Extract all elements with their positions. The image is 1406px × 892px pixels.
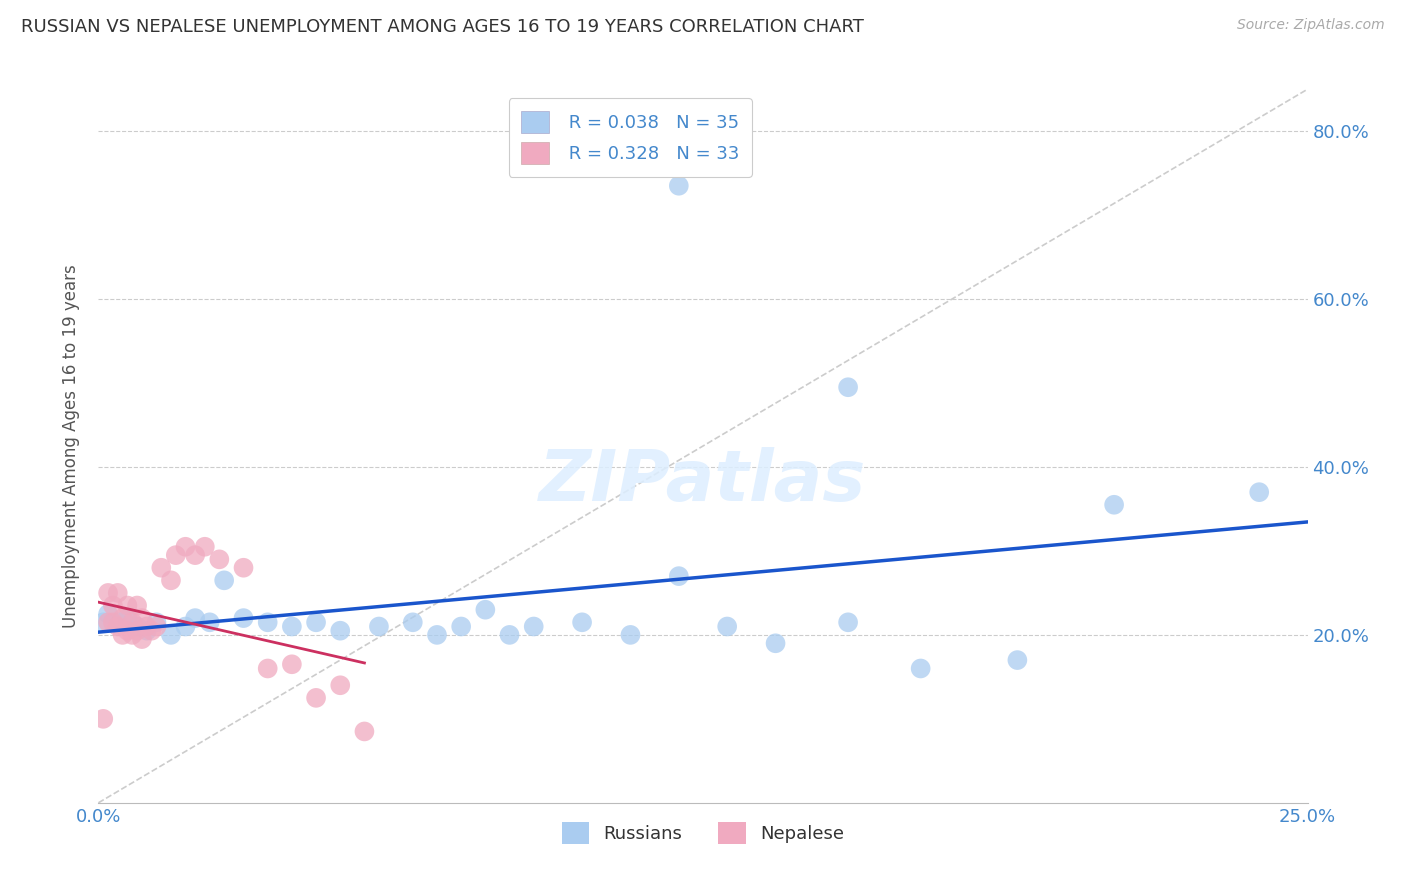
Point: [107, 615, 129, 630]
Point: [127, 599, 149, 613]
Point: [232, 611, 254, 625]
Point: [174, 540, 197, 554]
Point: [91, 712, 114, 726]
Point: [668, 178, 690, 193]
Point: [194, 540, 217, 554]
Point: [329, 624, 352, 638]
Legend: Russians, Nepalese: Russians, Nepalese: [555, 814, 851, 851]
Point: [165, 548, 187, 562]
Point: [121, 615, 143, 630]
Point: [160, 574, 183, 588]
Point: [368, 619, 391, 633]
Point: [256, 615, 278, 630]
Point: [107, 586, 129, 600]
Point: [184, 611, 207, 625]
Point: [208, 552, 231, 566]
Point: [305, 690, 328, 705]
Point: [160, 628, 183, 642]
Point: [174, 619, 197, 633]
Point: [97, 615, 120, 630]
Y-axis label: Unemployment Among Ages 16 to 19 years: Unemployment Among Ages 16 to 19 years: [62, 264, 80, 628]
Point: [232, 560, 254, 574]
Point: [97, 607, 120, 621]
Point: [127, 619, 149, 633]
Point: [150, 560, 173, 574]
Point: [619, 628, 641, 642]
Point: [212, 574, 235, 588]
Point: [198, 615, 221, 630]
Point: [474, 603, 496, 617]
Point: [107, 619, 129, 633]
Point: [837, 615, 859, 630]
Point: [97, 586, 120, 600]
Point: [402, 615, 425, 630]
Point: [135, 619, 157, 633]
Point: [910, 661, 932, 675]
Point: [117, 599, 139, 613]
Point: [281, 657, 304, 672]
Point: [523, 619, 546, 633]
Point: [353, 724, 375, 739]
Point: [121, 628, 143, 642]
Point: [141, 624, 163, 638]
Point: [426, 628, 449, 642]
Point: [184, 548, 207, 562]
Point: [571, 615, 593, 630]
Point: [111, 611, 134, 625]
Point: [837, 380, 859, 394]
Point: [145, 615, 167, 630]
Point: [329, 678, 352, 692]
Point: [1249, 485, 1271, 500]
Point: [111, 628, 134, 642]
Point: [101, 615, 124, 630]
Point: [117, 611, 139, 625]
Point: [450, 619, 472, 633]
Point: [145, 619, 167, 633]
Point: [127, 624, 149, 638]
Point: [91, 615, 114, 630]
Point: [498, 628, 520, 642]
Point: [101, 599, 124, 613]
Point: [1102, 498, 1125, 512]
Point: [765, 636, 787, 650]
Point: [716, 619, 738, 633]
Point: [668, 569, 690, 583]
Point: [117, 624, 139, 638]
Point: [131, 611, 153, 625]
Text: Source: ZipAtlas.com: Source: ZipAtlas.com: [1237, 18, 1385, 32]
Text: RUSSIAN VS NEPALESE UNEMPLOYMENT AMONG AGES 16 TO 19 YEARS CORRELATION CHART: RUSSIAN VS NEPALESE UNEMPLOYMENT AMONG A…: [21, 18, 863, 36]
Point: [135, 624, 157, 638]
Text: ZIPatlas: ZIPatlas: [540, 447, 866, 516]
Point: [1007, 653, 1029, 667]
Point: [131, 632, 153, 646]
Point: [256, 661, 278, 675]
Point: [305, 615, 328, 630]
Point: [281, 619, 304, 633]
